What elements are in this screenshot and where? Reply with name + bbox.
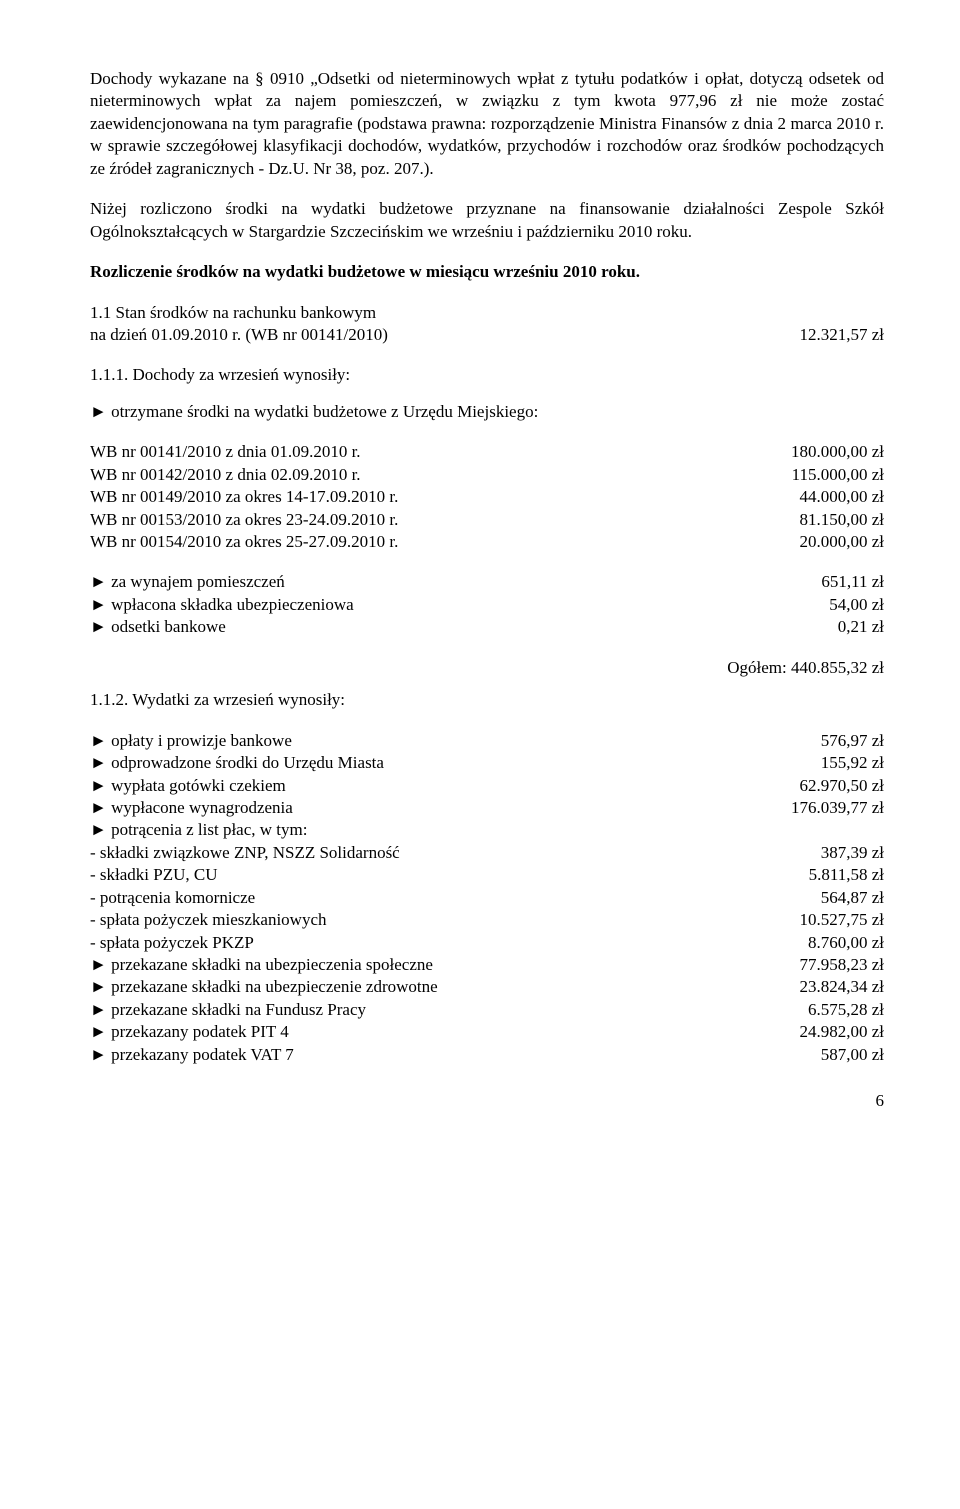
list-item: - spłata pożyczek PKZP 8.760,00 zł (90, 932, 884, 954)
list-item: ► opłaty i prowizje bankowe 576,97 zł (90, 730, 884, 752)
s111-title: 1.1.1. Dochody za wrzesień wynosiły: (90, 364, 884, 386)
wb-list: WB nr 00141/2010 z dnia 01.09.2010 r. 18… (90, 441, 884, 553)
list-item: ► przekazane składki na ubezpieczenie zd… (90, 976, 884, 998)
list-item: WB nr 00154/2010 za okres 25-27.09.2010 … (90, 531, 884, 553)
list-item: WB nr 00149/2010 za okres 14-17.09.2010 … (90, 486, 884, 508)
s11-line2-right: 12.321,57 zł (799, 324, 884, 346)
list-item: - potrącenia komornicze 564,87 zł (90, 887, 884, 909)
total-row: Ogółem: 440.855,32 zł (90, 657, 884, 679)
s11-line1: 1.1 Stan środków na rachunku bankowym (90, 302, 884, 324)
paragraph-1: Dochody wykazane na § 0910 „Odsetki od n… (90, 68, 884, 180)
total-label: Ogółem: 440.855,32 zł (727, 657, 884, 679)
list-item: ► przekazane składki na ubezpieczenia sp… (90, 954, 884, 976)
list-item: ► przekazany podatek VAT 7 587,00 zł (90, 1044, 884, 1066)
list-item: - spłata pożyczek mieszkaniowych 10.527,… (90, 909, 884, 931)
list-item: ► przekazany podatek PIT 4 24.982,00 zł (90, 1021, 884, 1043)
list-item: WB nr 00153/2010 za okres 23-24.09.2010 … (90, 509, 884, 531)
list-item: ► wypłata gotówki czekiem 62.970,50 zł (90, 775, 884, 797)
list-item: WB nr 00142/2010 z dnia 02.09.2010 r. 11… (90, 464, 884, 486)
list-item: - składki PZU, CU 5.811,58 zł (90, 864, 884, 886)
s111-sub: ► otrzymane środki na wydatki budżetowe … (90, 401, 884, 423)
heading-settlement: Rozliczenie środków na wydatki budżetowe… (90, 261, 884, 283)
list-item: ► odsetki bankowe 0,21 zł (90, 616, 884, 638)
list-item: ► wpłacona składka ubezpieczeniowa 54,00… (90, 594, 884, 616)
expenses-list: ► opłaty i prowizje bankowe 576,97 zł ► … (90, 730, 884, 1067)
section-1-1: 1.1 Stan środków na rachunku bankowym na… (90, 302, 884, 347)
page-number: 6 (90, 1090, 884, 1112)
s11-line2-left: na dzień 01.09.2010 r. (WB nr 00141/2010… (90, 324, 799, 346)
list-item: ► wypłacone wynagrodzenia 176.039,77 zł (90, 797, 884, 819)
list-item: ► przekazane składki na Fundusz Pracy 6.… (90, 999, 884, 1021)
list-item: - składki związkowe ZNP, NSZZ Solidarnoś… (90, 842, 884, 864)
extras-list: ► za wynajem pomieszczeń 651,11 zł ► wpł… (90, 571, 884, 638)
list-item: WB nr 00141/2010 z dnia 01.09.2010 r. 18… (90, 441, 884, 463)
s112-title: 1.1.2. Wydatki za wrzesień wynosiły: (90, 689, 884, 711)
list-item: ► odprowadzone środki do Urzędu Miasta 1… (90, 752, 884, 774)
s11-line2: na dzień 01.09.2010 r. (WB nr 00141/2010… (90, 324, 884, 346)
list-item: ► potrącenia z list płac, w tym: (90, 819, 884, 841)
paragraph-2: Niżej rozliczono środki na wydatki budże… (90, 198, 884, 243)
list-item: ► za wynajem pomieszczeń 651,11 zł (90, 571, 884, 593)
